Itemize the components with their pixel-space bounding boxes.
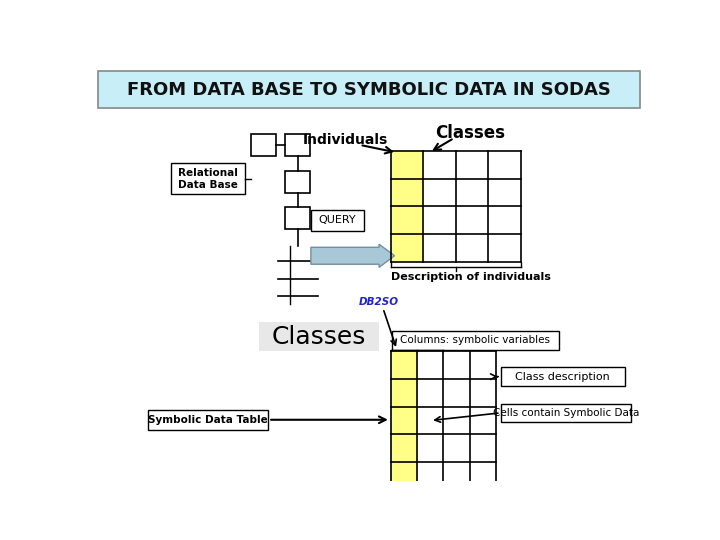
Bar: [98, 71, 640, 108]
Text: FROM DATA BASE TO SYMBOLIC DATA IN SODAS: FROM DATA BASE TO SYMBOLIC DATA IN SODAS: [127, 81, 611, 99]
Text: Description of individuals: Description of individuals: [392, 272, 552, 282]
Bar: [392, 331, 559, 350]
Bar: [285, 207, 310, 229]
Bar: [148, 410, 269, 430]
Bar: [171, 164, 245, 194]
Text: Relational
Data Base: Relational Data Base: [178, 168, 238, 190]
Bar: [251, 134, 276, 156]
Bar: [391, 151, 423, 262]
Text: Individuals: Individuals: [303, 133, 388, 147]
Text: QUERY: QUERY: [318, 215, 356, 225]
FancyArrow shape: [311, 244, 395, 267]
Text: Symbolic Data Table: Symbolic Data Table: [148, 415, 268, 425]
Bar: [285, 171, 310, 193]
Bar: [500, 367, 625, 386]
Text: Classes: Classes: [271, 325, 366, 349]
Bar: [311, 210, 364, 231]
Text: Cells contain Symbolic Data: Cells contain Symbolic Data: [492, 408, 639, 418]
Bar: [500, 403, 631, 422]
Bar: [259, 322, 379, 351]
Text: DB2SO: DB2SO: [359, 297, 399, 307]
Bar: [391, 351, 417, 490]
Text: Classes: Classes: [435, 124, 505, 141]
Text: Columns: symbolic variables: Columns: symbolic variables: [400, 335, 550, 346]
Bar: [285, 134, 310, 156]
Text: Class description: Class description: [516, 372, 610, 382]
